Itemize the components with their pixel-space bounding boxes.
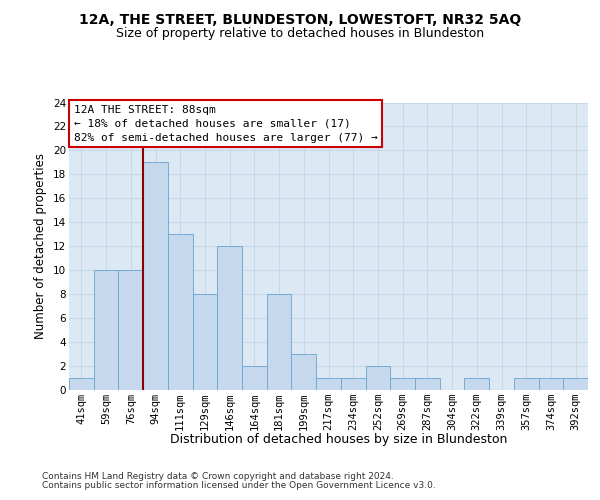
Text: Size of property relative to detached houses in Blundeston: Size of property relative to detached ho… [116,28,484,40]
Bar [563,378,588,390]
Bar [69,378,94,390]
Text: Contains HM Land Registry data © Crown copyright and database right 2024.: Contains HM Land Registry data © Crown c… [42,472,394,481]
Bar [390,378,415,390]
Bar [514,378,539,390]
Text: Distribution of detached houses by size in Blundeston: Distribution of detached houses by size … [170,432,508,446]
Bar [539,378,563,390]
Y-axis label: Number of detached properties: Number of detached properties [34,153,47,340]
Bar [242,366,267,390]
Text: 12A, THE STREET, BLUNDESTON, LOWESTOFT, NR32 5AQ: 12A, THE STREET, BLUNDESTON, LOWESTOFT, … [79,12,521,26]
Bar [94,270,118,390]
Bar [193,294,217,390]
Text: Contains public sector information licensed under the Open Government Licence v3: Contains public sector information licen… [42,481,436,490]
Bar [118,270,143,390]
Bar [464,378,489,390]
Text: 12A THE STREET: 88sqm
← 18% of detached houses are smaller (17)
82% of semi-deta: 12A THE STREET: 88sqm ← 18% of detached … [74,105,377,143]
Bar [341,378,365,390]
Bar [292,354,316,390]
Bar [267,294,292,390]
Bar [143,162,168,390]
Bar [217,246,242,390]
Bar [365,366,390,390]
Bar [415,378,440,390]
Bar [316,378,341,390]
Bar [168,234,193,390]
